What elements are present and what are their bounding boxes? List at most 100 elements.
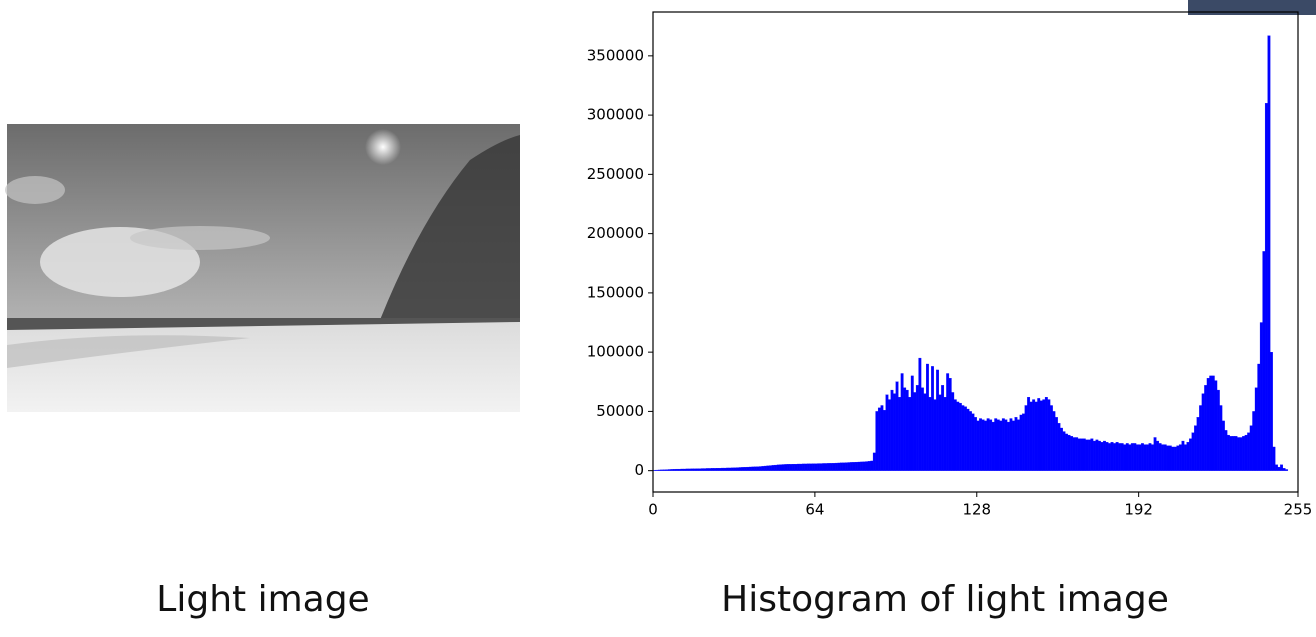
y-tick-label: 50000	[596, 402, 644, 420]
bar	[1042, 399, 1046, 471]
bar	[996, 419, 1000, 471]
bar	[928, 397, 932, 471]
y-tick-label: 350000	[587, 46, 644, 64]
bar	[774, 464, 778, 471]
bar	[1004, 419, 1008, 471]
bar	[1065, 433, 1068, 471]
bar	[1034, 401, 1038, 471]
beach-photo	[5, 124, 520, 412]
bar	[784, 464, 788, 471]
bar	[1143, 444, 1147, 471]
bar	[794, 463, 798, 471]
bar	[1270, 351, 1273, 471]
bar	[946, 373, 950, 471]
bar	[1082, 438, 1086, 471]
bar	[1014, 417, 1018, 471]
bar	[1138, 444, 1142, 471]
bar	[1161, 444, 1165, 471]
bar	[1216, 389, 1220, 471]
bar	[718, 468, 722, 471]
bar	[1280, 464, 1283, 471]
bar	[994, 418, 998, 471]
bar	[693, 468, 697, 471]
bar	[1252, 411, 1256, 471]
y-tick-label: 0	[634, 461, 644, 479]
bar	[708, 468, 712, 471]
bar	[1009, 418, 1013, 471]
bar	[1242, 436, 1246, 471]
bar	[1176, 445, 1180, 471]
bar	[961, 405, 965, 471]
bar	[1113, 443, 1117, 471]
bar	[963, 406, 967, 471]
bar	[900, 373, 904, 471]
bar	[705, 468, 709, 471]
bar	[1095, 439, 1099, 471]
x-tick-label: 192	[1124, 501, 1153, 519]
bar	[703, 468, 707, 471]
bar	[743, 467, 747, 471]
bar	[657, 469, 661, 471]
bar	[971, 413, 975, 471]
bar	[1146, 444, 1149, 471]
bar	[1244, 434, 1248, 471]
bar	[984, 420, 988, 471]
bar	[1173, 446, 1177, 471]
bar	[1191, 432, 1195, 471]
bar	[1237, 437, 1240, 471]
bar	[690, 468, 694, 471]
bar	[660, 469, 664, 471]
bar	[789, 464, 793, 471]
bar	[802, 463, 805, 471]
bar	[1209, 375, 1213, 471]
bar	[1211, 375, 1215, 471]
bar	[905, 389, 909, 471]
bar	[781, 464, 785, 471]
bar	[766, 465, 770, 471]
x-tick-label: 255	[1284, 501, 1313, 519]
bar	[804, 463, 808, 471]
axes-frame	[652, 11, 1299, 493]
bar	[827, 463, 831, 471]
bar	[923, 393, 927, 471]
bar	[1125, 443, 1129, 471]
bar	[976, 420, 980, 471]
bar	[733, 467, 737, 471]
bar	[1221, 420, 1225, 471]
bar	[1019, 414, 1023, 471]
bar	[951, 392, 955, 471]
bar	[1224, 430, 1228, 471]
bar	[915, 385, 919, 471]
bar	[1148, 443, 1152, 471]
bar	[1171, 446, 1175, 471]
bar	[1037, 398, 1041, 471]
bar	[895, 381, 899, 471]
bar	[1234, 436, 1238, 471]
bar	[675, 468, 679, 471]
bar	[769, 465, 773, 471]
bar	[1189, 438, 1192, 471]
bar	[1067, 434, 1071, 471]
bar	[812, 463, 816, 471]
chart-caption: Histogram of light image	[721, 579, 1169, 620]
bar	[1105, 442, 1109, 471]
bar	[1001, 418, 1005, 471]
bar	[850, 462, 853, 471]
bar	[938, 394, 942, 471]
bar	[1049, 405, 1053, 471]
y-tick-label: 300000	[587, 106, 644, 124]
bar	[890, 389, 894, 471]
bar	[695, 468, 699, 471]
bar	[1214, 380, 1218, 471]
bar	[1158, 443, 1162, 471]
bar	[1141, 443, 1144, 471]
bar	[981, 419, 985, 471]
y-tick-label: 250000	[587, 165, 644, 183]
bar	[958, 402, 962, 471]
bar	[918, 357, 922, 471]
bar	[1133, 443, 1137, 471]
bar	[834, 462, 838, 471]
bar	[1024, 405, 1028, 471]
bar	[814, 463, 818, 471]
bar	[1257, 363, 1261, 471]
